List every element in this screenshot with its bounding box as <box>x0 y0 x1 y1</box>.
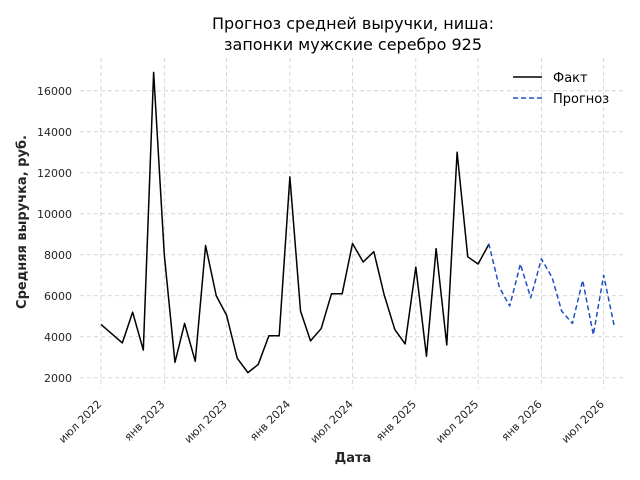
x-tick-label: янв 2023 <box>122 398 168 444</box>
grid <box>80 58 625 388</box>
y-tick-label: 10000 <box>37 208 72 221</box>
x-tick-label: июл 2022 <box>56 398 104 446</box>
legend-label-fact: Факт <box>553 71 588 86</box>
chart-title-line-2: запонки мужские серебро 925 <box>224 35 482 54</box>
x-tick-label: июл 2024 <box>308 398 356 446</box>
x-axis-label: Дата <box>335 451 372 466</box>
x-tick-label: янв 2024 <box>247 398 293 444</box>
y-tick-label: 12000 <box>37 167 72 180</box>
y-tick-label: 14000 <box>37 126 72 139</box>
x-tick-label: июл 2026 <box>559 398 607 446</box>
chart-title-line-1: Прогноз средней выручки, ниша: <box>212 14 494 33</box>
y-axis-ticks: 2000 4000 6000 8000 10000 12000 14000 16000 <box>37 85 72 385</box>
y-tick-label: 6000 <box>44 290 72 303</box>
x-axis-ticks: июл 2022 янв 2023 июл 2023 янв 2024 июл 2024… <box>56 398 607 446</box>
legend: Факт Прогноз <box>513 71 609 107</box>
y-tick-label: 4000 <box>44 331 72 344</box>
x-tick-label: янв 2025 <box>373 398 419 444</box>
y-axis-label: Средняя выручка, руб. <box>15 135 30 309</box>
legend-label-forecast: Прогноз <box>553 92 609 107</box>
series-line-fact <box>100 71 490 374</box>
y-tick-label: 16000 <box>37 85 72 98</box>
x-tick-label: янв 2026 <box>499 398 545 444</box>
series-layer <box>100 71 616 374</box>
y-tick-label: 8000 <box>44 249 72 262</box>
x-tick-label: июл 2025 <box>433 398 481 446</box>
y-tick-label: 2000 <box>44 372 72 385</box>
series-line-forecast <box>488 243 616 336</box>
x-tick-label: июл 2023 <box>182 398 230 446</box>
